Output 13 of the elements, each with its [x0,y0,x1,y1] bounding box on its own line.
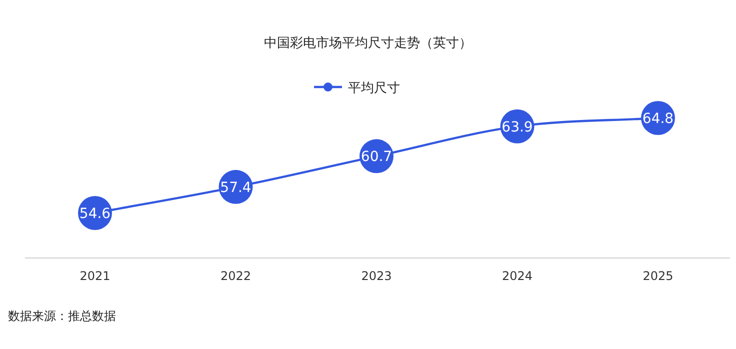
data-label: 54.6 [79,206,111,222]
source-note: 数据来源：推总数据 [8,309,116,323]
legend-label: 平均尺寸 [348,81,400,96]
x-tick-label: 2021 [80,269,110,283]
chart-title: 中国彩电市场平均尺寸走势（英寸） [264,36,472,51]
data-label: 57.4 [220,180,252,196]
x-tick-label: 2023 [361,269,392,283]
x-tick-label: 2022 [220,269,252,283]
data-label: 64.8 [642,111,674,127]
data-label: 63.9 [502,119,533,136]
data-label: 60.7 [360,149,392,166]
x-tick-label: 2025 [642,269,674,283]
x-tick-label: 2024 [502,269,533,283]
